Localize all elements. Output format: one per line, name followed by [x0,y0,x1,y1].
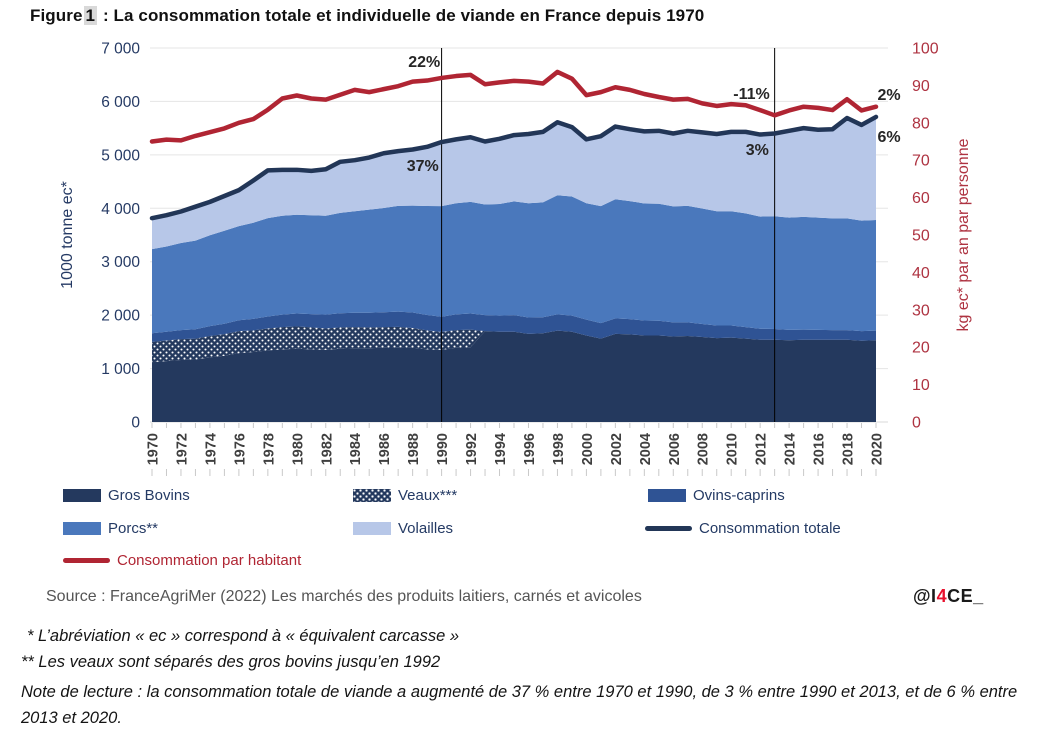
figure-title: Figure 1 : La consommation totale et indi… [30,6,704,26]
x-tick-label: 1992 [464,433,480,465]
area-volailles [152,116,876,250]
left-axis-tick-label: 6 000 [101,94,140,111]
legend-label: Consommation totale [699,519,841,537]
annotation-22pct: 22% [408,54,440,71]
x-tick-label: 2012 [754,433,770,465]
annotation-3pct: 3% [746,142,769,159]
right-axis-tick-label: 100 [912,41,939,58]
annotation-37pct: 37% [407,158,439,175]
annotation-minus11pct: -11% [733,86,769,103]
legend-item-volailles: Volailles [353,519,453,537]
legend-item-veaux: Veaux*** [353,486,457,504]
x-tick-label: 2006 [667,433,683,465]
x-tick-label: 2016 [812,433,828,465]
right-axis-tick-label: 20 [912,340,930,357]
right-axis-tick-label: 80 [912,115,930,132]
annotation-2pct: 2% [877,87,900,104]
legend-item-consommation-totale: Consommation totale [645,519,841,537]
legend-swatch-consommation-par-habitant [63,557,110,563]
x-tick-label: 2000 [580,433,596,465]
right-axis-tick-label: 40 [912,265,930,282]
figure-title-text: : La consommation totale et individuelle… [102,6,705,25]
left-axis-tick-label: 7 000 [101,41,140,58]
x-tick-label: 1974 [203,433,219,465]
legend-label: Porcs** [108,519,159,537]
x-tick-label: 1988 [406,433,422,465]
left-axis-title: 1000 tonne ec* [59,181,76,289]
x-tick-label: 2002 [609,433,625,465]
left-axis-tick-label: 5 000 [101,147,140,164]
x-tick-label: 1976 [232,433,248,465]
left-axis-tick-label: 1 000 [101,361,140,378]
consommation-par-habitant-line [149,69,879,144]
x-tick-label: 1970 [146,433,162,465]
legend-label: Consommation par habitant [117,551,302,569]
area-gros-bovins [152,330,876,422]
legend-item-ovins-caprins: Ovins-caprins [648,486,785,504]
consumption-chart: 1970 1972 1974 1976 1978 1980 1982 1984 1986 1988… [59,41,972,476]
legend-swatch-consommation-totale [645,525,692,531]
left-axis-tick-label: 0 [131,415,140,432]
right-axis-tick-label: 30 [912,302,930,319]
right-axis-tick-label: 0 [912,415,921,432]
x-tick-label: 1986 [377,433,393,465]
legend-label: Gros Bovins [108,486,190,504]
x-tick-label: 1990 [435,433,451,465]
x-tick-label: 2018 [841,433,857,465]
left-axis-tick-label: 2 000 [101,308,140,325]
right-axis-title: kg ec* par an par personne [955,138,972,331]
legend-swatch-porcs [63,521,101,535]
logo-accent: 4 [936,586,948,606]
area-porcs [152,195,876,334]
left-axis-tick-label: 4 000 [101,201,140,218]
area-veaux [152,326,876,363]
x-tick-label: 1984 [348,433,364,465]
legend-label: Veaux*** [398,486,458,504]
x-tick-label: 1980 [290,433,306,465]
x-tick-label: 1998 [551,433,567,465]
x-tick-label: 2004 [638,433,654,465]
x-tick-label: 1996 [522,433,538,465]
x-tick-label: 2010 [725,433,741,465]
legend-swatch-volailles [353,521,391,535]
legend-label: Volailles [398,519,454,537]
right-axis-tick-label: 90 [912,78,930,95]
x-tick-label: 1982 [319,433,335,465]
x-tick-label: 1972 [174,433,190,465]
x-tick-label: 1994 [493,433,509,465]
right-axis-tick-label: 60 [912,190,930,207]
legend-item-porcs: Porcs** [63,519,158,537]
logo-pre: @I [913,586,937,606]
reading-note: Note de lecture : la consommation totale… [21,683,1018,728]
consommation-totale-line [149,114,879,221]
x-tick-label: 2008 [696,433,712,465]
i4ce-logo: @I4CE_ [913,586,984,607]
source-text: Source : FranceAgriMer (2022) Les marché… [46,588,642,605]
x-tick-label: 1978 [261,433,277,465]
right-axis-tick-label: 10 [912,377,930,394]
legend-label: Ovins-caprins [693,486,785,504]
area-ovins-caprins [152,311,876,342]
footnote-veaux: ** Les veaux sont séparés des gros bovin… [21,653,441,671]
right-axis-tick-label: 50 [912,228,930,245]
footnote-ec: * L’abréviation « ec » correspond à « éq… [27,627,460,645]
figure-number-highlight: 1 [83,6,98,25]
x-tick-label: 2014 [783,433,799,465]
right-axis-tick-label: 70 [912,153,930,170]
left-axis-tick-label: 3 000 [101,254,140,271]
legend-swatch-ovins-caprins [648,488,686,502]
annotation-6pct: 6% [877,129,900,146]
legend-swatch-gros-bovins [63,488,101,502]
logo-post: CE_ [947,586,984,606]
x-tick-label: 2020 [870,433,886,465]
legend-swatch-veaux [353,488,391,502]
figure-title-prefix: Figure [30,6,83,25]
legend-item-gros-bovins: Gros Bovins [63,486,190,504]
legend-item-consommation-par-habitant: Consommation par habitant [63,551,301,569]
